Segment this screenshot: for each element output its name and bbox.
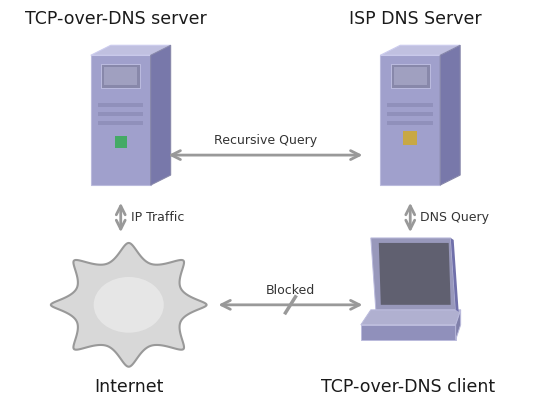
Ellipse shape: [94, 277, 164, 333]
Polygon shape: [98, 112, 144, 116]
Polygon shape: [394, 67, 427, 85]
Text: Recursive Query: Recursive Query: [214, 134, 317, 147]
Polygon shape: [371, 238, 456, 310]
Text: ISP DNS Server: ISP DNS Server: [349, 10, 482, 28]
Polygon shape: [387, 112, 433, 116]
Polygon shape: [380, 45, 460, 55]
Polygon shape: [115, 136, 127, 148]
Polygon shape: [98, 121, 144, 125]
Polygon shape: [151, 45, 170, 185]
Polygon shape: [387, 103, 433, 107]
Polygon shape: [391, 64, 430, 88]
Polygon shape: [361, 310, 461, 325]
Text: TCP-over-DNS server: TCP-over-DNS server: [25, 10, 206, 28]
Polygon shape: [101, 64, 140, 88]
Polygon shape: [98, 103, 144, 107]
Polygon shape: [387, 121, 433, 125]
Polygon shape: [91, 45, 170, 55]
Text: DNS Query: DNS Query: [420, 211, 489, 224]
Polygon shape: [104, 67, 137, 85]
Text: TCP-over-DNS client: TCP-over-DNS client: [321, 378, 495, 396]
Text: Internet: Internet: [94, 378, 163, 396]
Text: IP Traffic: IP Traffic: [131, 211, 184, 224]
Polygon shape: [456, 310, 461, 340]
Polygon shape: [440, 45, 460, 185]
Polygon shape: [379, 243, 451, 305]
Polygon shape: [380, 55, 440, 185]
Polygon shape: [451, 238, 458, 312]
Text: Blocked: Blocked: [266, 284, 315, 297]
Polygon shape: [403, 131, 417, 145]
Polygon shape: [91, 55, 151, 185]
Polygon shape: [361, 325, 456, 340]
Polygon shape: [51, 243, 206, 367]
